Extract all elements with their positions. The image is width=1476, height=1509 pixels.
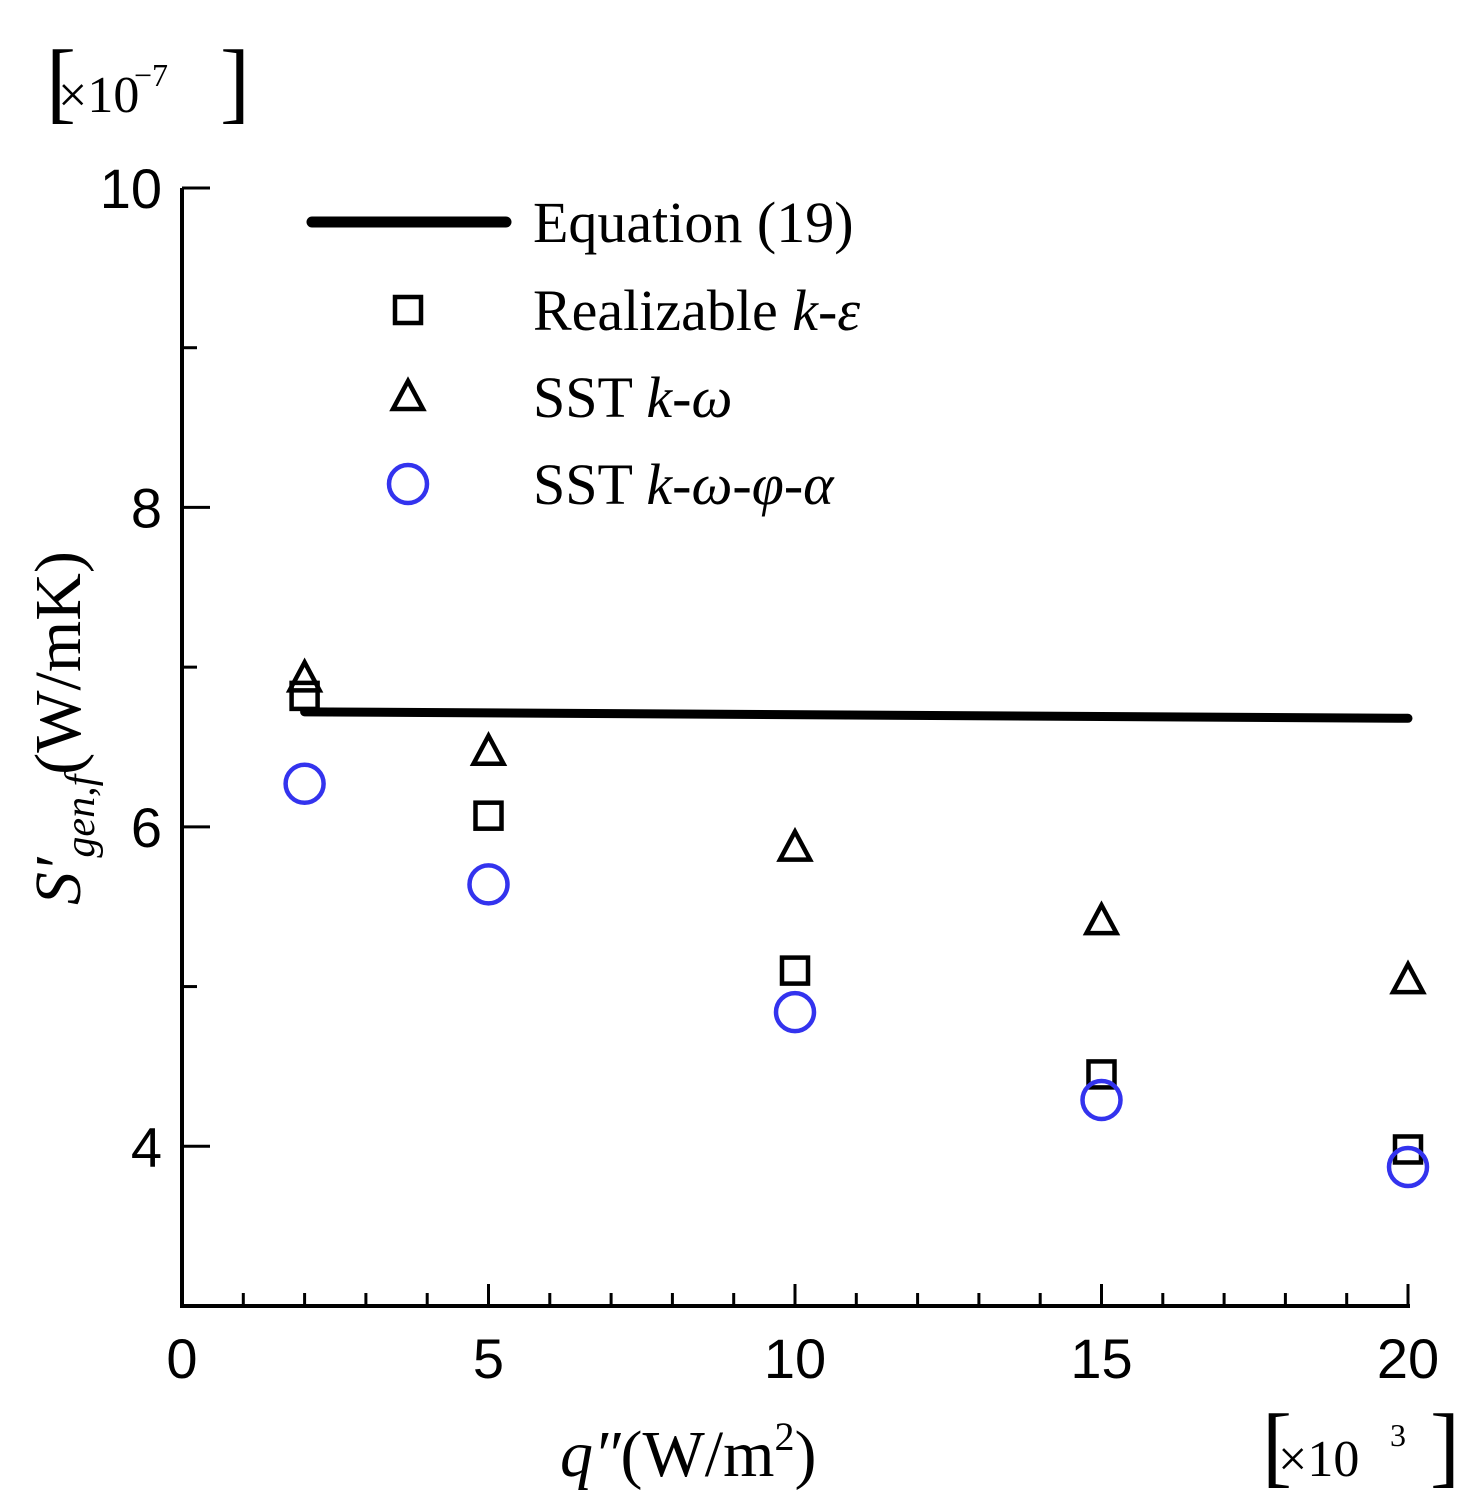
y-multiplier-prefix: ×10 <box>58 67 139 124</box>
legend-label: SST k-ω-φ-α <box>533 452 835 517</box>
x-axis-unit: (W/m <box>621 1418 775 1491</box>
axis-ticks <box>180 186 1410 1306</box>
y-axis-symbol: S′ <box>22 856 95 905</box>
y-tick-label: 10 <box>100 157 162 220</box>
x-axis-symbol: q″ <box>560 1418 622 1491</box>
y-axis-unit: (W/mK) <box>22 551 95 775</box>
series-line-equation-19 <box>300 707 1413 723</box>
x-multiplier-prefix: ×10 <box>1278 1431 1359 1488</box>
x-multiplier-exponent: 3 <box>1390 1417 1406 1453</box>
y-tick-label: 4 <box>131 1115 162 1178</box>
data-point-triangle <box>776 826 814 862</box>
x-axis-unit-close: ) <box>794 1418 816 1491</box>
data-point-triangle <box>469 731 508 767</box>
data-point-square <box>1086 1059 1117 1090</box>
legend-label: Realizable k-ε <box>533 278 860 343</box>
svg-text:S′gen,f(W/mK): S′gen,f(W/mK) <box>22 551 104 905</box>
x-axis-unit-exponent: 2 <box>774 1414 794 1459</box>
x-tick-label: 20 <box>1377 1327 1439 1390</box>
svg-text:q″(W/m2): q″(W/m2) <box>560 1414 816 1491</box>
data-point-circle <box>1080 1078 1123 1122</box>
y-multiplier-exponent: −7 <box>134 57 168 93</box>
x-tick-label: 5 <box>473 1327 504 1390</box>
legend-label: Equation (19) <box>533 190 854 255</box>
x-tick-label: 0 <box>166 1327 197 1390</box>
data-point-triangle <box>285 657 324 693</box>
svg-text:[: [ <box>46 33 76 132</box>
legend: Equation (19) Realizable k-ε SST k-ω SST k-… <box>306 190 860 517</box>
svg-text:]: ] <box>220 33 250 132</box>
legend-triangle-marker <box>389 376 427 412</box>
data-point-square <box>289 680 320 712</box>
data-point-circle <box>283 762 326 805</box>
y-axis-subscript: gen,f <box>58 769 104 857</box>
data-point-square <box>779 955 811 986</box>
y-multiplier: [ ×10 −7 ] <box>46 33 250 132</box>
y-tick-label: 6 <box>131 796 162 859</box>
data-point-circle <box>467 863 510 906</box>
x-tick-label: 10 <box>764 1327 826 1390</box>
data-point-triangle <box>1082 900 1121 936</box>
legend-label: SST k-ω <box>533 365 732 430</box>
data-point-circle <box>773 990 817 1034</box>
legend-square-marker <box>392 294 424 326</box>
y-tick-label: 8 <box>131 476 162 539</box>
x-multiplier: [ ×10 3 ] <box>1262 1397 1460 1496</box>
svg-text:[: [ <box>1262 1397 1292 1496</box>
data-point-triangle <box>1389 959 1427 995</box>
legend-circle-marker <box>386 462 430 506</box>
y-axis-title: S′gen,f(W/mK) <box>22 551 104 905</box>
data-point-square <box>1392 1134 1424 1165</box>
tick-labels: 0 5 10 15 20 4 6 8 10 <box>100 157 1439 1390</box>
data-point-square <box>473 800 504 831</box>
series-layer <box>283 657 1430 1189</box>
svg-text:]: ] <box>1430 1397 1460 1496</box>
data-point-circle <box>1386 1145 1430 1189</box>
x-axis-title: q″(W/m2) <box>560 1414 816 1491</box>
x-tick-label: 15 <box>1070 1327 1132 1390</box>
